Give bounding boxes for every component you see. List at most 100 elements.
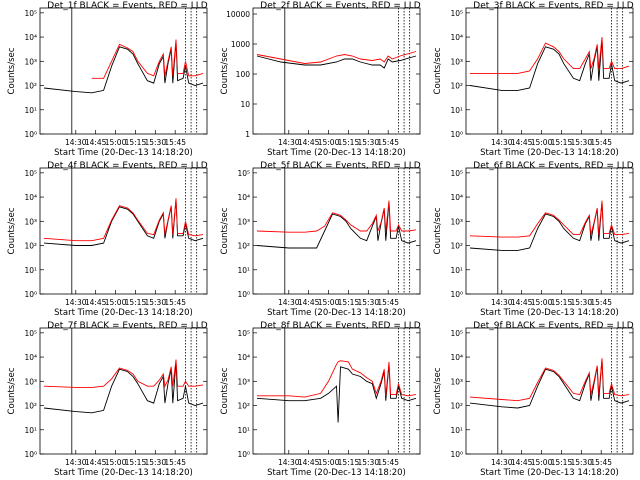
chart-title: Det_4f BLACK = Events, RED = LLD — [47, 161, 207, 171]
y-tick-label: 10⁵ — [450, 169, 463, 178]
x-tick-label: 15:15 — [338, 138, 360, 147]
x-tick-label: 15:00 — [531, 138, 553, 147]
y-tick-label: 10² — [450, 82, 463, 91]
x-tick-label: 15:00 — [531, 458, 553, 467]
series-events — [469, 201, 630, 251]
y-tick-label: 10⁰ — [237, 450, 250, 459]
chart-title: Det_6f BLACK = Events, RED = LLD — [473, 161, 633, 171]
x-tick-label: 15:30 — [144, 458, 166, 467]
y-axis-label: Counts/sec — [7, 367, 17, 414]
series-lld — [43, 198, 204, 242]
x-tick-label: 15:00 — [318, 298, 340, 307]
series-lld — [256, 200, 417, 233]
x-tick-label: 14:30 — [491, 298, 513, 307]
y-axis-label: Counts/sec — [433, 207, 443, 254]
series-lld — [43, 359, 204, 388]
panel-7: Det_7f BLACK = Events, RED = LLD 10⁰ 10¹ 10… — [7, 321, 208, 478]
panel-6: Det_6f BLACK = Events, RED = LLD 10⁰ 10¹ 10… — [433, 161, 634, 318]
plot-frame — [39, 167, 208, 295]
y-tick-label: 10⁰ — [450, 450, 463, 459]
y-tick-label: 10⁰ — [450, 290, 463, 299]
chart-title: Det_8f BLACK = Events, RED = LLD — [260, 321, 420, 331]
y-tick-label: 10³ — [450, 57, 463, 66]
y-tick-label: 10² — [237, 242, 250, 251]
y-tick-label: 10⁴ — [24, 193, 37, 202]
y-tick-label: 10000 — [226, 10, 250, 19]
x-axis-label: Start Time (20-Dec-13 14:18:20) — [54, 148, 193, 158]
plot-frame — [252, 7, 421, 135]
x-axis-label: Start Time (20-Dec-13 14:18:20) — [267, 308, 406, 318]
plot-frame — [39, 327, 208, 455]
chart-title: Det_7f BLACK = Events, RED = LLD — [47, 321, 207, 331]
chart-title: Det_3f BLACK = Events, RED = LLD — [473, 1, 633, 11]
y-tick-label: 10¹ — [24, 106, 37, 115]
x-tick-label: 14:45 — [85, 298, 107, 307]
x-tick-label: 15:00 — [105, 138, 127, 147]
series-lld — [469, 358, 630, 402]
x-tick-label: 14:30 — [278, 138, 300, 147]
y-axis-label: Counts/sec — [433, 367, 443, 414]
series-events — [256, 201, 417, 249]
x-tick-label: 15:30 — [570, 138, 592, 147]
y-tick-label: 10¹ — [24, 426, 37, 435]
x-tick-label: 15:30 — [570, 298, 592, 307]
x-tick-label: 15:30 — [357, 138, 379, 147]
x-tick-label: 14:45 — [85, 138, 107, 147]
y-tick-label: 10³ — [24, 377, 37, 386]
y-tick-label: 10⁰ — [24, 130, 37, 139]
panel-3: Det_3f BLACK = Events, RED = LLD 10⁰ 10¹ 10… — [433, 1, 634, 158]
plot-frame — [252, 167, 421, 295]
y-tick-label: 10⁰ — [24, 450, 37, 459]
series-events — [43, 199, 204, 246]
x-axis-label: Start Time (20-Dec-13 14:18:20) — [267, 468, 406, 478]
y-tick-label: 10³ — [450, 217, 463, 226]
y-tick-label: 10⁵ — [24, 9, 37, 18]
chart-title: Det_9f BLACK = Events, RED = LLD — [473, 321, 633, 331]
x-tick-label: 15:00 — [531, 298, 553, 307]
y-tick-label: 10² — [24, 82, 37, 91]
series-events — [469, 359, 630, 409]
series-lld — [91, 39, 204, 79]
x-tick-label: 15:45 — [164, 298, 186, 307]
panel-4: Det_4f BLACK = Events, RED = LLD 10⁰ 10¹ 10… — [7, 161, 208, 318]
series-lld — [469, 200, 630, 238]
panel-2: Det_2f BLACK = Events, RED = LLD 1 10 100 10… — [220, 1, 421, 158]
y-tick-label: 10⁵ — [24, 329, 37, 338]
x-tick-label: 15:30 — [357, 458, 379, 467]
x-tick-label: 14:45 — [85, 458, 107, 467]
y-tick-label: 100 — [236, 70, 251, 79]
x-tick-label: 14:30 — [278, 458, 300, 467]
series-events — [469, 39, 630, 91]
panel-9: Det_9f BLACK = Events, RED = LLD 10⁰ 10¹ 10… — [433, 321, 634, 478]
y-tick-label: 10⁵ — [237, 169, 250, 178]
y-tick-label: 10⁰ — [237, 290, 250, 299]
y-tick-label: 10⁰ — [450, 130, 463, 139]
series-events — [43, 41, 204, 94]
y-tick-label: 10¹ — [450, 266, 463, 275]
y-tick-label: 10² — [24, 242, 37, 251]
y-tick-label: 10¹ — [450, 106, 463, 115]
series-lld — [256, 51, 417, 64]
y-tick-label: 10¹ — [237, 426, 250, 435]
x-tick-label: 14:45 — [298, 298, 320, 307]
x-tick-label: 14:30 — [491, 458, 513, 467]
x-tick-label: 15:45 — [164, 458, 186, 467]
x-tick-label: 15:45 — [590, 458, 612, 467]
y-tick-label: 10² — [237, 402, 250, 411]
chart-title: Det_5f BLACK = Events, RED = LLD — [260, 161, 420, 171]
x-axis-label: Start Time (20-Dec-13 14:18:20) — [480, 308, 619, 318]
series-lld — [257, 360, 417, 398]
x-tick-label: 14:30 — [65, 298, 87, 307]
chart-title: Det_1f BLACK = Events, RED = LLD — [47, 1, 207, 11]
x-tick-label: 14:45 — [298, 138, 320, 147]
x-tick-label: 15:15 — [551, 138, 573, 147]
y-tick-label: 10² — [450, 402, 463, 411]
y-tick-label: 10³ — [24, 57, 37, 66]
y-tick-label: 10³ — [237, 377, 250, 386]
y-axis-label: Counts/sec — [7, 207, 17, 254]
x-tick-label: 14:45 — [298, 458, 320, 467]
y-tick-label: 10⁵ — [24, 169, 37, 178]
chart-title: Det_2f BLACK = Events, RED = LLD — [260, 1, 420, 11]
x-tick-label: 15:15 — [338, 458, 360, 467]
x-tick-label: 14:30 — [65, 138, 87, 147]
